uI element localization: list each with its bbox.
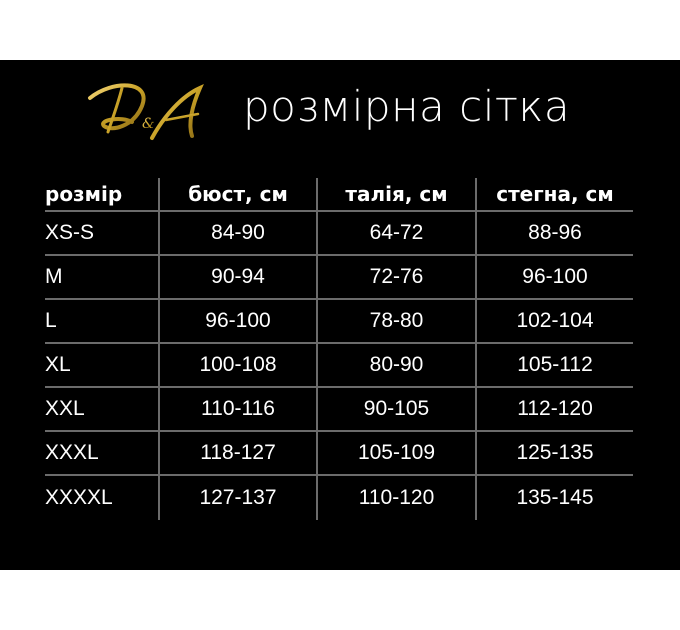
hips-cell: 135-145 — [475, 476, 633, 520]
size-cell: XL — [45, 353, 71, 376]
bust-cell: 127-137 — [158, 476, 316, 520]
size-chart-panel — [0, 60, 680, 570]
size-cell: XS-S — [45, 221, 95, 244]
hips-cell: 105-112 — [475, 344, 633, 386]
hips-cell: 88-96 — [475, 212, 633, 254]
size-cell: XXL — [45, 397, 85, 420]
waist-cell: 80-90 — [316, 344, 475, 386]
brand-logo: & — [88, 83, 204, 140]
size-table: розмір бюст, см талія, см стегна, см XS-… — [45, 178, 633, 520]
bust-cell: 110-116 — [158, 388, 316, 430]
waist-cell: 72-76 — [316, 256, 475, 298]
header-waist: талія, см — [316, 178, 475, 210]
bust-cell: 90-94 — [158, 256, 316, 298]
hips-cell: 112-120 — [475, 388, 633, 430]
page-title: розмірна сітка — [243, 82, 571, 131]
table-row: XL 100-108 80-90 105-112 — [45, 344, 633, 388]
header-size: розмір — [45, 182, 123, 206]
header-bust: бюст, см — [158, 178, 316, 210]
waist-cell: 110-120 — [316, 476, 475, 520]
size-cell: M — [45, 265, 63, 288]
table-row: XXL 110-116 90-105 112-120 — [45, 388, 633, 432]
size-cell: L — [45, 309, 57, 332]
waist-cell: 78-80 — [316, 300, 475, 342]
size-cell: XXXXL — [45, 486, 113, 509]
table-header: розмір бюст, см талія, см стегна, см — [45, 178, 633, 212]
table-row: L 96-100 78-80 102-104 — [45, 300, 633, 344]
svg-text:&: & — [142, 116, 154, 132]
bust-cell: 84-90 — [158, 212, 316, 254]
table-row: M 90-94 72-76 96-100 — [45, 256, 633, 300]
header-hips: стегна, см — [475, 178, 633, 210]
bust-cell: 96-100 — [158, 300, 316, 342]
hips-cell: 102-104 — [475, 300, 633, 342]
bust-cell: 100-108 — [158, 344, 316, 386]
hips-cell: 96-100 — [475, 256, 633, 298]
bust-cell: 118-127 — [158, 432, 316, 474]
waist-cell: 105-109 — [316, 432, 475, 474]
table-row: XXXL 118-127 105-109 125-135 — [45, 432, 633, 476]
waist-cell: 64-72 — [316, 212, 475, 254]
hips-cell: 125-135 — [475, 432, 633, 474]
waist-cell: 90-105 — [316, 388, 475, 430]
table-row: XS-S 84-90 64-72 88-96 — [45, 212, 633, 256]
table-row: XXXXL 127-137 110-120 135-145 — [45, 476, 633, 520]
size-cell: XXXL — [45, 441, 99, 464]
